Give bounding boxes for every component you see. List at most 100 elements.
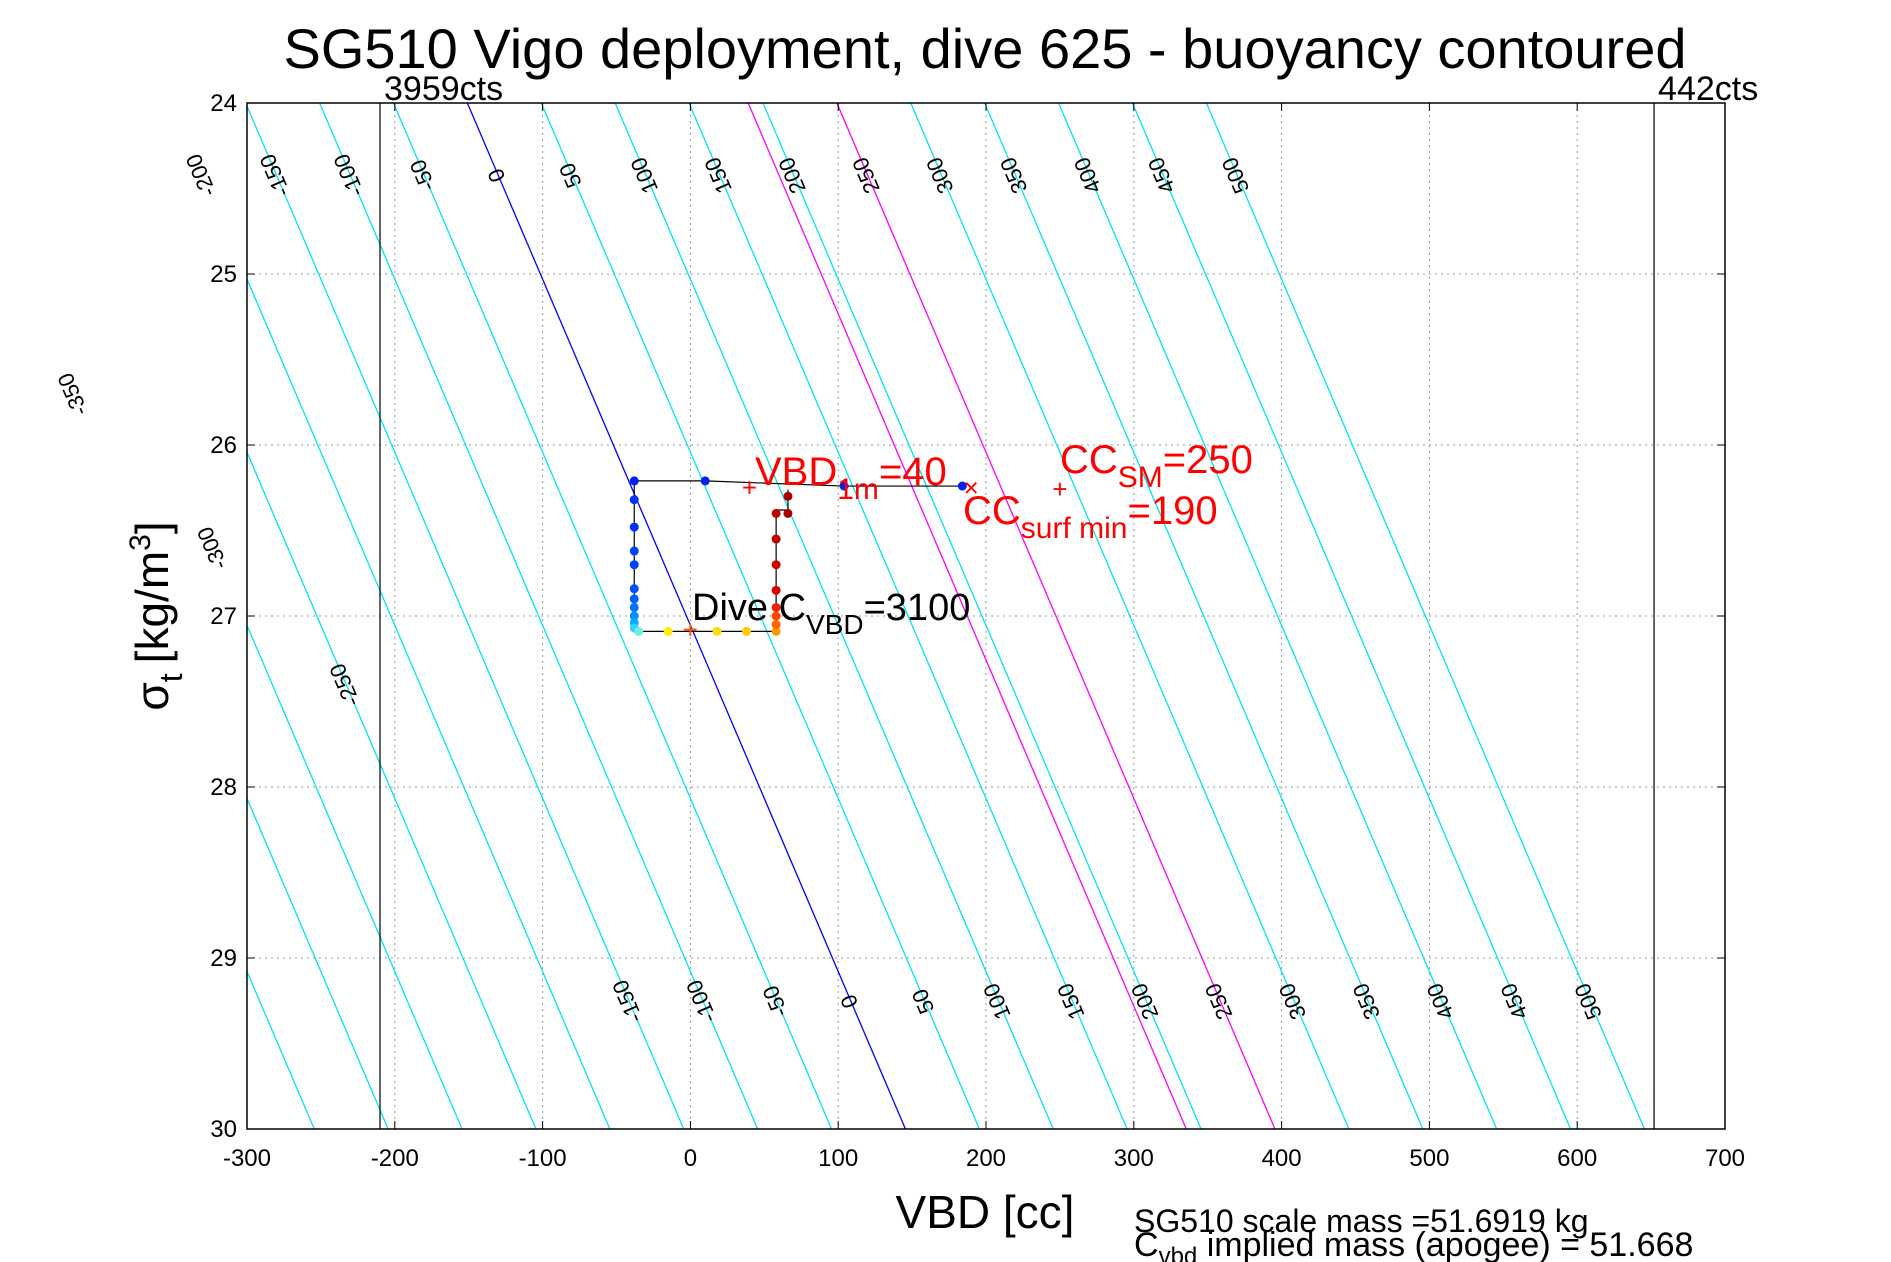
y-tick-label: 28 bbox=[210, 774, 237, 801]
contour-line bbox=[318, 103, 759, 1129]
dive-point bbox=[783, 508, 793, 518]
dive-point bbox=[629, 602, 639, 612]
dive-point bbox=[629, 522, 639, 532]
contour-line bbox=[1057, 103, 1498, 1129]
contour-line bbox=[392, 103, 833, 1129]
dive-point bbox=[712, 626, 722, 636]
dive-point bbox=[839, 481, 849, 491]
contour-line bbox=[1131, 103, 1572, 1129]
contour-line bbox=[614, 103, 1054, 1129]
contour-line bbox=[762, 103, 1202, 1129]
dive-point bbox=[771, 602, 781, 612]
annotation-ccsm-tail: =250 bbox=[1163, 438, 1253, 482]
y-axis-label: σt [kg/m3] bbox=[124, 521, 189, 710]
dive-point bbox=[742, 626, 752, 636]
y-label-sigma: σ bbox=[126, 682, 178, 710]
reference-markers: + × + + bbox=[683, 472, 1068, 644]
vline-label-0: 3959cts bbox=[384, 70, 503, 108]
y-label-sub: t bbox=[153, 673, 189, 682]
x-tick-label: 400 bbox=[1262, 1145, 1302, 1172]
footer-implied-tail: implied mass (apogee) = 51.668 bbox=[1197, 1226, 1693, 1262]
dive-point bbox=[771, 534, 781, 544]
footer-implied-mass: Cvbd implied mass (apogee) = 51.668 bbox=[1134, 1226, 1693, 1262]
contour-line bbox=[910, 103, 1350, 1129]
contour-line bbox=[747, 103, 1187, 1129]
dive-point bbox=[629, 495, 639, 505]
buoyancy-contours bbox=[247, 103, 1646, 1129]
dive-point bbox=[771, 585, 781, 595]
annotation-divec: Dive CVBD=3100 bbox=[692, 587, 970, 640]
annotation-vbd1m-sub: 1m bbox=[837, 473, 879, 506]
dive-point bbox=[629, 594, 639, 604]
contour-line bbox=[836, 103, 1276, 1129]
contour-label-left: -350 bbox=[52, 369, 92, 419]
dive-point bbox=[700, 476, 710, 486]
y-tick-label: 24 bbox=[210, 90, 237, 117]
annotation-ccsm: CCSM=250 bbox=[1060, 438, 1253, 494]
annotation-vbd1m: VBD1m=40 bbox=[755, 450, 947, 506]
y-axis-ticks: 24 25 26 27 28 29 30 bbox=[210, 90, 1725, 1143]
grid-lines bbox=[247, 103, 1725, 1129]
vline-label-1: 442cts bbox=[1658, 70, 1758, 108]
dive-point bbox=[663, 626, 673, 636]
x-tick-label: 500 bbox=[1409, 1145, 1449, 1172]
dive-point bbox=[771, 626, 781, 636]
annotation-divec-main: Dive C bbox=[692, 587, 806, 629]
y-tick-label: 29 bbox=[210, 945, 237, 972]
x-tick-label: -100 bbox=[519, 1145, 567, 1172]
dive-point bbox=[771, 560, 781, 570]
x-axis-label: VBD [cc] bbox=[896, 1186, 1075, 1238]
contour-line bbox=[540, 103, 980, 1129]
annotation-ccsurf: CCsurf min=190 bbox=[963, 489, 1218, 545]
contour-line bbox=[247, 623, 463, 1129]
y-label-close: ] bbox=[126, 521, 178, 534]
contour-line bbox=[247, 104, 685, 1129]
contour-line bbox=[688, 103, 1128, 1129]
x-tick-label: 200 bbox=[966, 1145, 1006, 1172]
dive-path bbox=[634, 480, 963, 487]
dive-point bbox=[771, 611, 781, 621]
contour-line bbox=[984, 103, 1424, 1129]
footer-c: C bbox=[1134, 1226, 1159, 1262]
x-axis-ticks: -300 -200 -100 0 100 200 300 400 500 600 700 bbox=[223, 103, 1745, 1172]
contour-label-left: -300 bbox=[192, 523, 232, 573]
x-tick-label: 300 bbox=[1114, 1145, 1154, 1172]
annotation-vbd1m-tail: =40 bbox=[879, 450, 947, 494]
reference-vlines: 3959cts 442cts bbox=[379, 70, 1758, 1129]
y-tick-label: 30 bbox=[210, 1116, 237, 1143]
x-tick-label: -200 bbox=[371, 1145, 419, 1172]
marker: × bbox=[964, 472, 979, 502]
annotation-vbd1m-main: VBD bbox=[755, 450, 837, 494]
y-label-units: [kg/m bbox=[126, 551, 178, 663]
annotation-ccsm-main: CC bbox=[1060, 438, 1118, 482]
chart-title: SG510 Vigo deployment, dive 625 - buoyan… bbox=[283, 17, 1686, 80]
y-label-sup: 3 bbox=[124, 534, 157, 551]
y-tick-label: 27 bbox=[210, 603, 237, 630]
annotation-divec-sub: VBD bbox=[806, 609, 864, 640]
dive-point bbox=[771, 508, 781, 518]
dive-point bbox=[629, 560, 639, 570]
marker: + bbox=[1052, 474, 1067, 504]
contour-line bbox=[1205, 103, 1646, 1129]
annotation-ccsurf-main: CC bbox=[963, 489, 1021, 533]
footer-scale-mass: SG510 scale mass =51.6919 kg bbox=[1134, 1203, 1589, 1239]
x-tick-label: 600 bbox=[1557, 1145, 1597, 1172]
dive-point bbox=[783, 491, 793, 501]
dive-trace bbox=[629, 476, 967, 636]
dive-point bbox=[629, 546, 639, 556]
dive-point bbox=[771, 620, 781, 630]
contour-line bbox=[247, 450, 537, 1129]
dive-point bbox=[629, 611, 639, 621]
contour-label-top: -200 bbox=[181, 150, 221, 200]
contour-line bbox=[247, 277, 611, 1129]
annotation-ccsurf-sub: surf min bbox=[1021, 512, 1128, 545]
marker: + bbox=[742, 472, 757, 502]
y-tick-label: 26 bbox=[210, 432, 237, 459]
dive-point bbox=[634, 626, 644, 636]
annotation-divec-tail: =3100 bbox=[864, 587, 971, 629]
x-tick-label: 100 bbox=[818, 1145, 858, 1172]
svg-text:σt[kg/m3]: σt [kg/m3] bbox=[124, 521, 189, 710]
dive-point bbox=[629, 584, 639, 594]
dive-point bbox=[629, 476, 639, 486]
